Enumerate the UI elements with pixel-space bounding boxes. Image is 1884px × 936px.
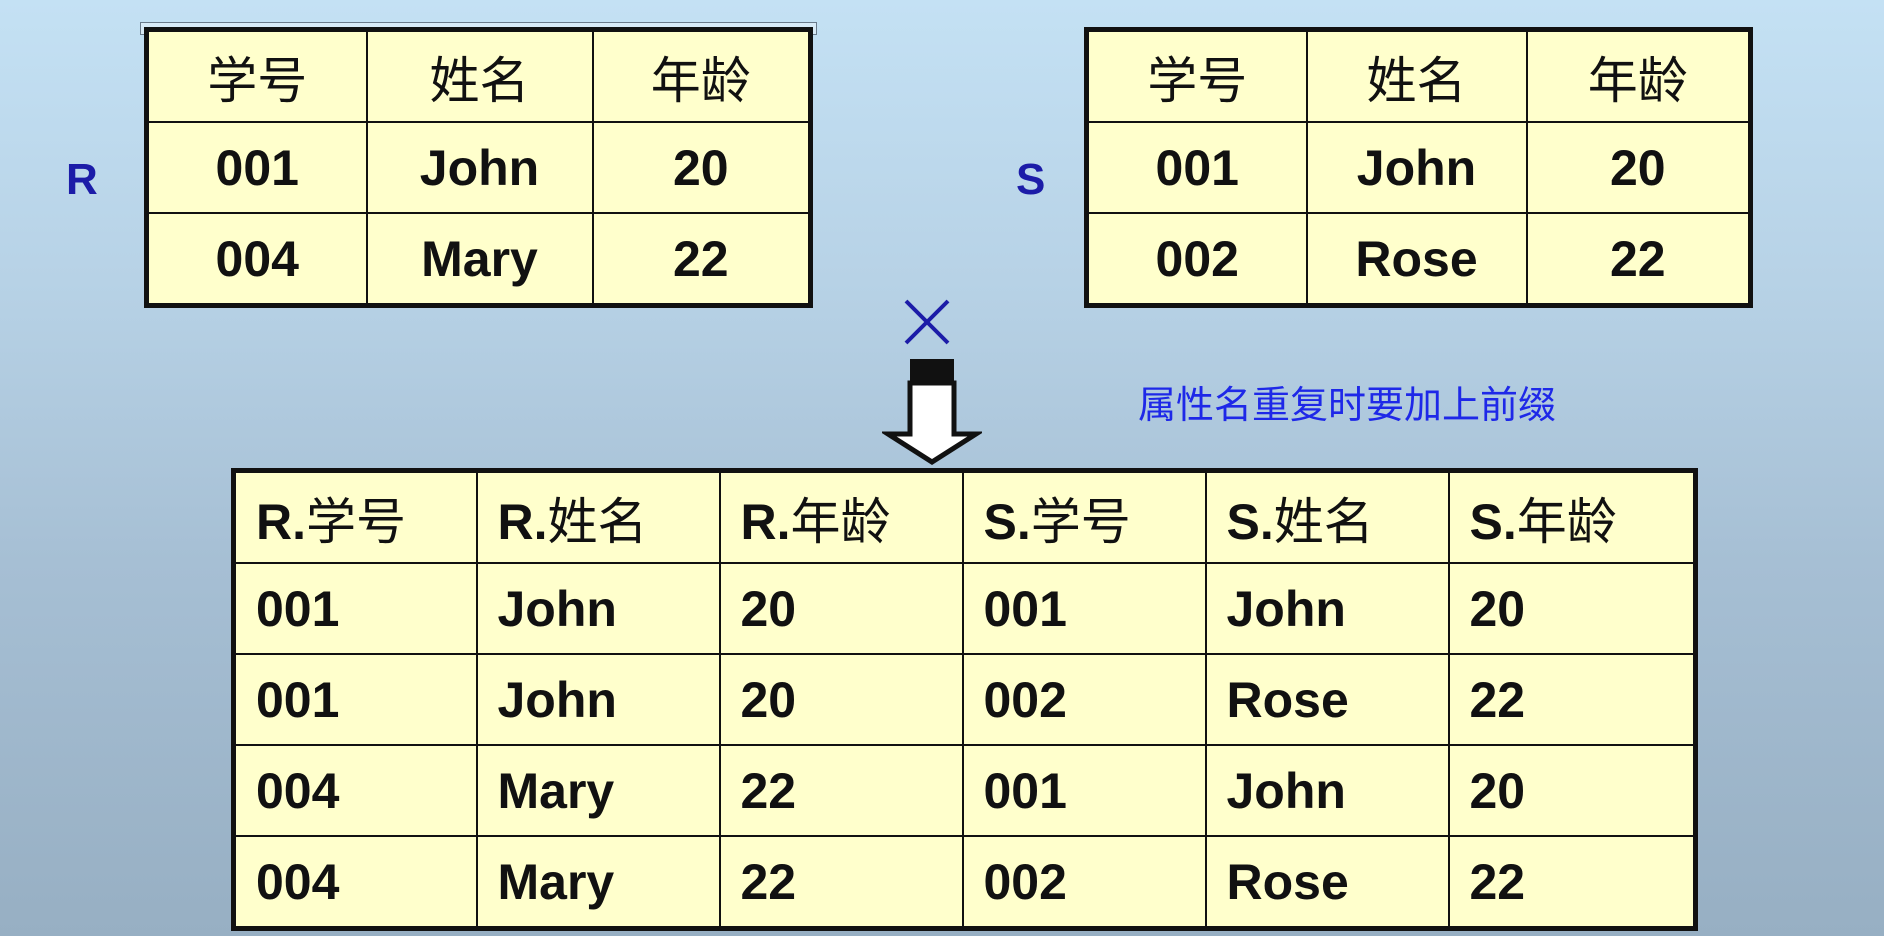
- column-header: 年龄: [1525, 28, 1752, 123]
- table-cell: 002: [1085, 212, 1308, 307]
- relation-r-table: 学号 姓名 年龄 001 John 20 004 Mary 22: [144, 27, 813, 308]
- table-cell: Rose: [1204, 835, 1450, 930]
- table-cell: 20: [1447, 744, 1697, 837]
- column-header: S.姓名: [1204, 469, 1450, 564]
- column-header: 姓名: [365, 28, 594, 123]
- header-name: 姓名: [1273, 493, 1374, 550]
- table-cell: 22: [1447, 835, 1697, 930]
- table-cell: John: [1204, 562, 1450, 655]
- column-header: 学号: [145, 28, 368, 123]
- table-cell: 002: [961, 835, 1207, 930]
- column-header: 姓名: [1305, 28, 1528, 123]
- column-header: R.姓名: [475, 469, 721, 564]
- relation-s-label: S: [1016, 155, 1046, 204]
- table-cell: 001: [961, 562, 1207, 655]
- table-cell: 001: [145, 121, 368, 214]
- table-cell: 002: [961, 653, 1207, 746]
- header-prefix: S.: [1226, 493, 1274, 550]
- table-row: 001 John 20 002 Rose 22: [232, 653, 1697, 746]
- table-cell: 20: [718, 653, 964, 746]
- table-header-row: 学号 姓名 年龄: [145, 28, 812, 123]
- cross-product-icon: [904, 299, 950, 345]
- table-cell: 20: [718, 562, 964, 655]
- table-cell: 22: [1525, 212, 1752, 307]
- header-prefix: S.: [1469, 493, 1517, 550]
- column-header: 年龄: [591, 28, 812, 123]
- table-row: 001 John 20: [145, 121, 812, 214]
- table-header-row: R.学号 R.姓名 R.年龄 S.学号 S.姓名 S.年龄: [232, 469, 1697, 564]
- table-row: 001 John 20 001 John 20: [232, 562, 1697, 655]
- table-cell: 20: [591, 121, 812, 214]
- header-prefix: R.: [256, 493, 306, 550]
- table-cell: 20: [1447, 562, 1697, 655]
- column-header: 学号: [1085, 28, 1308, 123]
- table-cell: Rose: [1204, 653, 1450, 746]
- table-cell: John: [1204, 744, 1450, 837]
- header-prefix: R.: [497, 493, 548, 550]
- table-cell: 004: [145, 212, 368, 307]
- table-cell: John: [365, 121, 594, 214]
- down-arrow-icon: [882, 359, 982, 465]
- prefix-note: 属性名重复时要加上前缀: [1138, 383, 1557, 427]
- relation-r-label: R: [66, 155, 98, 204]
- table-row: 004 Mary 22 002 Rose 22: [232, 835, 1697, 930]
- table-header-row: 学号 姓名 年龄: [1085, 28, 1752, 123]
- header-name: 姓名: [547, 493, 648, 550]
- table-cell: John: [475, 653, 721, 746]
- table-cell: 22: [1447, 653, 1697, 746]
- table-cell: 001: [232, 653, 478, 746]
- table-row: 004 Mary 22 001 John 20: [232, 744, 1697, 837]
- table-cell: John: [1305, 121, 1528, 214]
- table-cell: John: [475, 562, 721, 655]
- table-row: 004 Mary 22: [145, 212, 812, 307]
- table-cell: Mary: [475, 744, 721, 837]
- table-cell: 001: [961, 744, 1207, 837]
- table-cell: 22: [718, 835, 964, 930]
- table-cell: 001: [1085, 121, 1308, 214]
- table-cell: 22: [591, 212, 812, 307]
- column-header: R.学号: [232, 469, 478, 564]
- column-header: R.年龄: [718, 469, 964, 564]
- table-cell: 004: [232, 744, 478, 837]
- table-cell: 001: [232, 562, 478, 655]
- table-cell: Mary: [475, 835, 721, 930]
- header-prefix: R.: [740, 493, 791, 550]
- table-cell: 004: [232, 835, 478, 930]
- table-cell: 20: [1525, 121, 1752, 214]
- column-header: S.学号: [961, 469, 1207, 564]
- header-name: 学号: [306, 493, 406, 550]
- header-prefix: S.: [983, 493, 1031, 550]
- table-cell: Mary: [365, 212, 594, 307]
- table-row: 002 Rose 22: [1085, 212, 1752, 307]
- column-header: S.年龄: [1447, 469, 1697, 564]
- relation-s-table: 学号 姓名 年龄 001 John 20 002 Rose 22: [1084, 27, 1753, 308]
- table-cell: Rose: [1305, 212, 1528, 307]
- header-name: 学号: [1030, 493, 1131, 550]
- table-cell: 22: [718, 744, 964, 837]
- table-row: 001 John 20: [1085, 121, 1752, 214]
- product-result-table: R.学号 R.姓名 R.年龄 S.学号 S.姓名 S.年龄 001 John 2…: [231, 468, 1698, 931]
- header-name: 年龄: [1516, 493, 1617, 550]
- header-name: 年龄: [790, 493, 891, 550]
